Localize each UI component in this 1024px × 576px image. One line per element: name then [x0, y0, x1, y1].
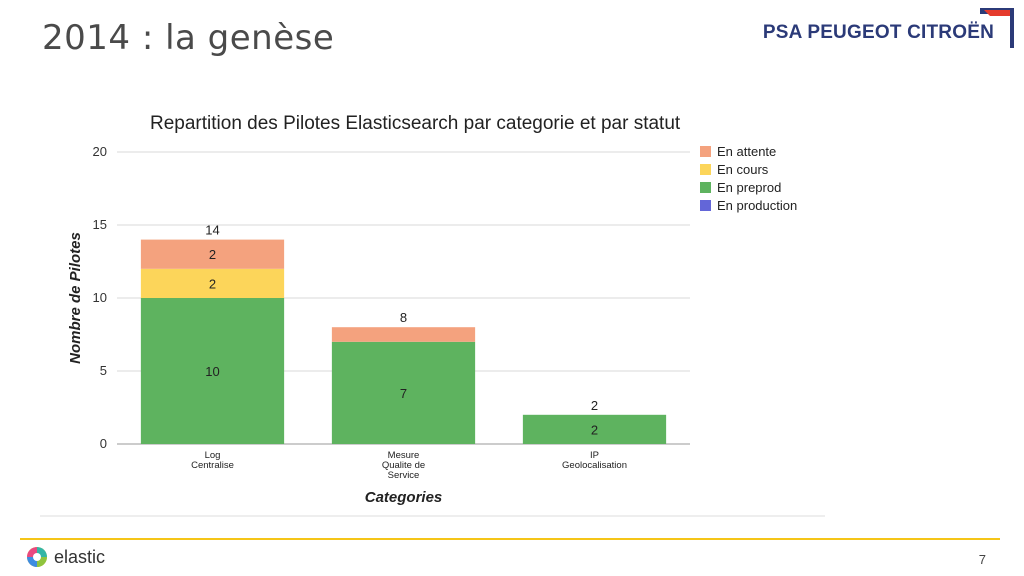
legend-swatch	[700, 199, 711, 211]
x-tick-label: IP	[590, 450, 599, 461]
bar-total-label: 8	[400, 310, 407, 325]
legend-item: En preprod	[700, 178, 797, 196]
slide-title: 2014 : la genèse	[42, 18, 335, 58]
brand-logo-text: PSA PEUGEOT CITROËN	[762, 22, 994, 43]
legend-item: En cours	[700, 160, 797, 178]
legend-item: En production	[700, 196, 797, 214]
bar-segment-label: 2	[209, 247, 216, 262]
y-tick-label: 20	[93, 144, 107, 159]
legend-label: En attente	[717, 143, 777, 159]
bar-segment-label: 7	[400, 386, 407, 401]
bar-segment	[140, 268, 285, 298]
legend-swatch	[700, 181, 711, 193]
footer-logo-text: elastic	[54, 546, 106, 567]
legend-swatch	[700, 145, 711, 157]
x-tick-label: Mesure	[388, 450, 420, 461]
legend-label: En preprod	[717, 179, 782, 195]
page-number: 7	[978, 552, 986, 567]
bar-segment	[140, 298, 285, 444]
legend-label: En production	[717, 197, 798, 213]
legend-label: En cours	[717, 161, 769, 177]
y-tick-label: 10	[93, 290, 107, 305]
y-tick-label: 15	[93, 217, 107, 232]
y-axis-label: Nombre de Pilotes	[67, 232, 84, 364]
bar-segment-label: 2	[591, 422, 598, 437]
footer-divider	[20, 538, 1000, 540]
x-tick-label: Service	[388, 470, 420, 481]
bar-segment-label: 10	[205, 364, 219, 379]
legend-item: En attente	[700, 142, 797, 160]
bar-segment-label: 2	[209, 276, 216, 291]
chart-title: Repartition des Pilotes Elasticsearch pa…	[150, 113, 681, 134]
legend-swatch	[700, 163, 711, 175]
footer-logo: elastic	[26, 546, 105, 568]
x-axis-label: Categories	[365, 489, 443, 506]
bar-total-label: 14	[205, 223, 219, 238]
chart-legend: En attente En cours En preprod En productio…	[700, 142, 797, 214]
bar-segment	[331, 341, 476, 444]
bar-segment	[331, 327, 476, 342]
elastic-logo-icon	[27, 547, 47, 567]
bar-segment	[522, 414, 667, 444]
x-tick-label: Log	[205, 450, 221, 461]
y-tick-label: 5	[100, 363, 107, 378]
x-tick-label: Qualite de	[382, 460, 425, 471]
bar-total-label: 2	[591, 398, 598, 413]
y-tick-label: 0	[100, 436, 107, 451]
x-tick-label: Centralise	[191, 460, 234, 471]
brand-corner-mark	[980, 8, 1014, 48]
bar-segment	[140, 239, 285, 269]
x-tick-label: Geolocalisation	[562, 460, 627, 471]
